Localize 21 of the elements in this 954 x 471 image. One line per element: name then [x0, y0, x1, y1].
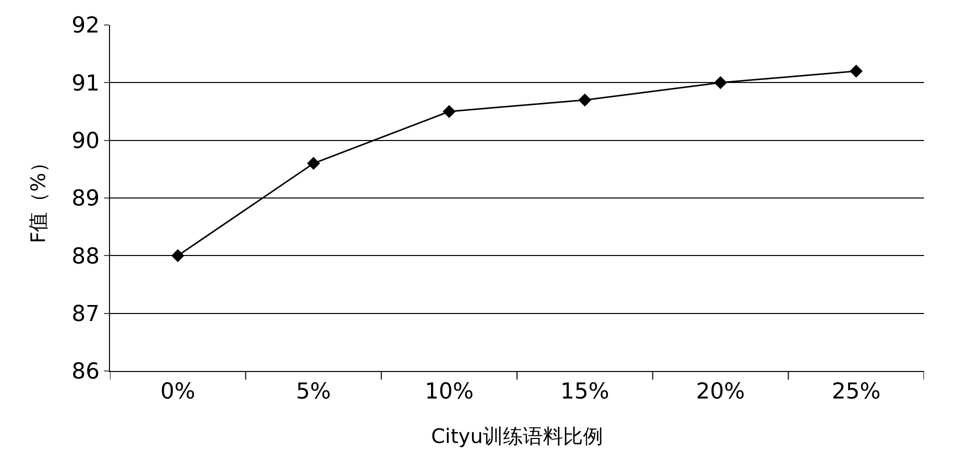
y-tick-label: 92	[72, 14, 100, 39]
point	[442, 105, 456, 118]
y-tick-label: 89	[72, 186, 100, 212]
point	[578, 93, 592, 106]
y-tick-label: 90	[72, 129, 100, 154]
x-tick-label: 10%	[424, 379, 474, 404]
point	[171, 249, 184, 262]
x-axis-title: Cityu训练语料比例	[431, 424, 603, 448]
y-axis-title: F值（%）	[26, 152, 50, 244]
point	[307, 156, 320, 170]
point	[714, 76, 727, 90]
y-tick-label: 87	[72, 302, 100, 328]
point	[850, 64, 863, 78]
y-tick-label: 86	[72, 360, 100, 385]
x-tick-label: 15%	[560, 379, 610, 404]
x-tick-label: 25%	[832, 379, 881, 404]
x-tick-label: 5%	[296, 379, 331, 404]
y-tick-label: 88	[72, 244, 100, 270]
x-tick-label: 20%	[696, 379, 745, 404]
x-tick-label: 0%	[160, 379, 196, 404]
y-tick-label: 91	[72, 71, 100, 96]
